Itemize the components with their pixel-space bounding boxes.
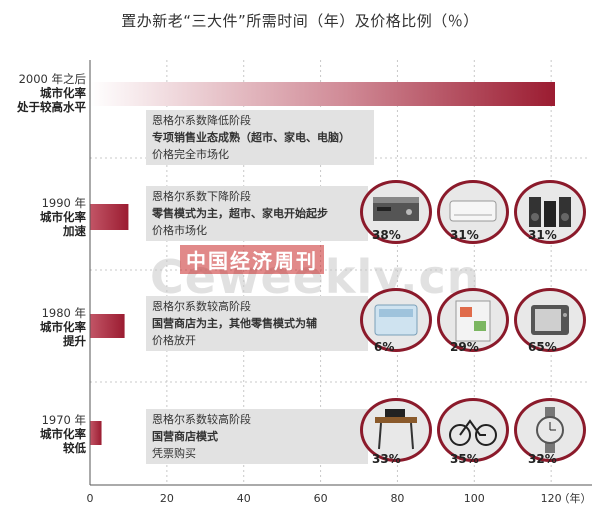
era-year: 2000 年之后	[18, 72, 86, 86]
refrigerator-icon	[437, 288, 509, 352]
bicycle-icon	[437, 398, 509, 462]
pct-label: 33%	[372, 452, 401, 466]
note-line: 价格完全市场化	[152, 148, 229, 161]
bar-3	[90, 421, 102, 445]
washing-machine-icon	[360, 288, 432, 352]
era-desc-line2: 加速	[63, 224, 86, 238]
note-line: 凭票购买	[152, 447, 196, 460]
x-tick-label: 120	[541, 492, 562, 505]
pct-label: 29%	[450, 340, 479, 354]
era-label-1980: 1980 年 城市化率 提升	[0, 306, 86, 348]
bar-2	[90, 314, 125, 338]
note-line: 专项销售业态成熟（超市、家电、电脑）	[152, 131, 350, 144]
x-tick-label: 100	[464, 492, 485, 505]
note-line: 恩格尔系数较高阶段	[152, 300, 251, 313]
pct-label: 38%	[372, 228, 401, 242]
era-year: 1970 年	[41, 413, 86, 427]
note-line: 价格市场化	[152, 224, 207, 237]
era-note-1980: 恩格尔系数较高阶段 国营商店为主，其他零售模式为辅 价格放开	[146, 296, 368, 351]
era-desc-line1: 城市化率	[40, 320, 86, 334]
sewing-machine-icon	[360, 398, 432, 462]
stereo-icon	[514, 180, 586, 244]
pct-label: 6%	[374, 340, 395, 354]
pct-label: 35%	[450, 452, 479, 466]
era-note-1970: 恩格尔系数较高阶段 国营商店模式 凭票购买	[146, 409, 368, 464]
pct-label: 65%	[528, 340, 557, 354]
x-axis-label: （年）	[559, 491, 592, 505]
x-tick-label: 0	[87, 492, 94, 505]
bar-0	[90, 82, 555, 106]
vcr-icon	[360, 180, 432, 244]
era-note-2000: 恩格尔系数降低阶段 专项销售业态成熟（超市、家电、电脑） 价格完全市场化	[146, 110, 374, 165]
era-desc-line1: 城市化率	[40, 86, 86, 100]
note-line: 国营商店为主，其他零售模式为辅	[152, 317, 317, 330]
era-label-1990: 1990 年 城市化率 加速	[0, 196, 86, 238]
era-label-2000: 2000 年之后 城市化率 处于较高水平	[0, 72, 86, 114]
bar-1	[90, 204, 129, 230]
x-tick-label: 60	[314, 492, 328, 505]
bars-group	[90, 82, 555, 445]
note-line: 恩格尔系数降低阶段	[152, 114, 251, 127]
era-desc-line2: 提升	[63, 334, 86, 348]
era-note-1990: 恩格尔系数下降阶段 零售模式为主，超市、家电开始起步 价格市场化	[146, 186, 368, 241]
era-desc-line1: 城市化率	[40, 210, 86, 224]
era-desc-line2: 较低	[63, 441, 86, 455]
era-label-1970: 1970 年 城市化率 较低	[0, 413, 86, 455]
era-desc-line1: 城市化率	[40, 427, 86, 441]
x-axis: 0 20 40 60 80 100 120（年）	[87, 60, 592, 505]
chart-title: 置办新老“三大件”所需时间（年）及价格比例（％）	[121, 12, 479, 30]
note-line: 价格放开	[152, 334, 196, 347]
pct-label: 31%	[528, 228, 557, 242]
pct-label: 32%	[528, 452, 557, 466]
watch-icon	[514, 398, 586, 462]
x-tick-label: 20	[160, 492, 174, 505]
watermark-cn: 中国经济周刊	[180, 245, 324, 274]
x-tick-label: 80	[390, 492, 404, 505]
era-desc-line2: 处于较高水平	[17, 100, 86, 114]
x-tick-label: 40	[237, 492, 251, 505]
air-conditioner-icon	[437, 180, 509, 244]
era-year: 1980 年	[41, 306, 86, 320]
note-line: 恩格尔系数较高阶段	[152, 413, 251, 426]
television-icon	[514, 288, 586, 352]
note-line: 国营商店模式	[152, 430, 218, 443]
era-year: 1990 年	[41, 196, 86, 210]
note-line: 零售模式为主，超市、家电开始起步	[152, 207, 328, 220]
note-line: 恩格尔系数下降阶段	[152, 190, 251, 203]
pct-label: 31%	[450, 228, 479, 242]
